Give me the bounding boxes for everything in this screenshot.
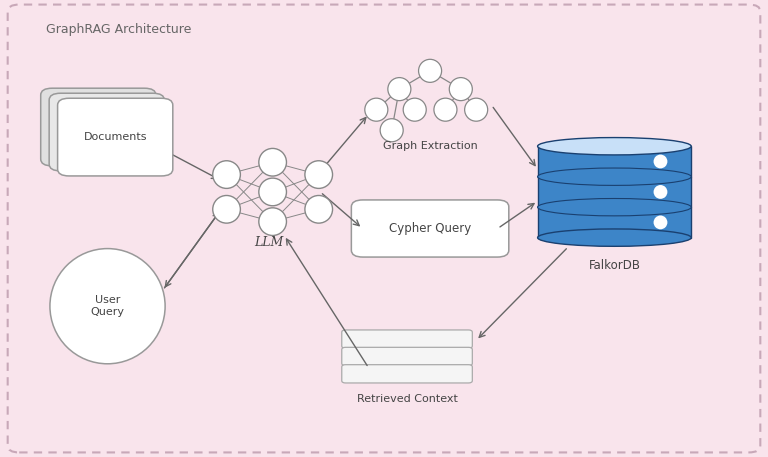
Ellipse shape — [419, 59, 442, 82]
FancyBboxPatch shape — [58, 98, 173, 176]
FancyBboxPatch shape — [342, 330, 472, 348]
Ellipse shape — [449, 78, 472, 101]
Ellipse shape — [654, 216, 667, 229]
FancyBboxPatch shape — [8, 5, 760, 452]
Ellipse shape — [654, 185, 667, 199]
FancyBboxPatch shape — [342, 347, 472, 366]
Ellipse shape — [213, 161, 240, 188]
Ellipse shape — [50, 249, 165, 364]
Ellipse shape — [305, 196, 333, 223]
Text: Cypher Query: Cypher Query — [389, 222, 472, 235]
FancyBboxPatch shape — [342, 365, 472, 383]
Ellipse shape — [380, 119, 403, 142]
Ellipse shape — [259, 208, 286, 235]
Text: Retrieved Context: Retrieved Context — [356, 394, 458, 404]
Ellipse shape — [654, 154, 667, 168]
Ellipse shape — [403, 98, 426, 121]
Ellipse shape — [538, 198, 691, 216]
FancyBboxPatch shape — [49, 93, 164, 171]
FancyBboxPatch shape — [41, 88, 156, 166]
Ellipse shape — [388, 78, 411, 101]
Text: FalkorDB: FalkorDB — [588, 259, 641, 271]
Ellipse shape — [259, 178, 286, 206]
Ellipse shape — [538, 168, 691, 186]
Polygon shape — [538, 146, 691, 238]
Ellipse shape — [465, 98, 488, 121]
Ellipse shape — [434, 98, 457, 121]
Ellipse shape — [538, 138, 691, 155]
FancyBboxPatch shape — [352, 200, 508, 257]
Ellipse shape — [305, 161, 333, 188]
Ellipse shape — [259, 149, 286, 176]
Ellipse shape — [538, 229, 691, 246]
Text: LLM: LLM — [254, 236, 283, 249]
Text: GraphRAG Architecture: GraphRAG Architecture — [46, 23, 191, 36]
Ellipse shape — [365, 98, 388, 121]
Ellipse shape — [213, 196, 240, 223]
Text: User
Query: User Query — [91, 295, 124, 317]
Text: Documents: Documents — [84, 132, 147, 142]
Text: Graph Extraction: Graph Extraction — [382, 141, 478, 151]
